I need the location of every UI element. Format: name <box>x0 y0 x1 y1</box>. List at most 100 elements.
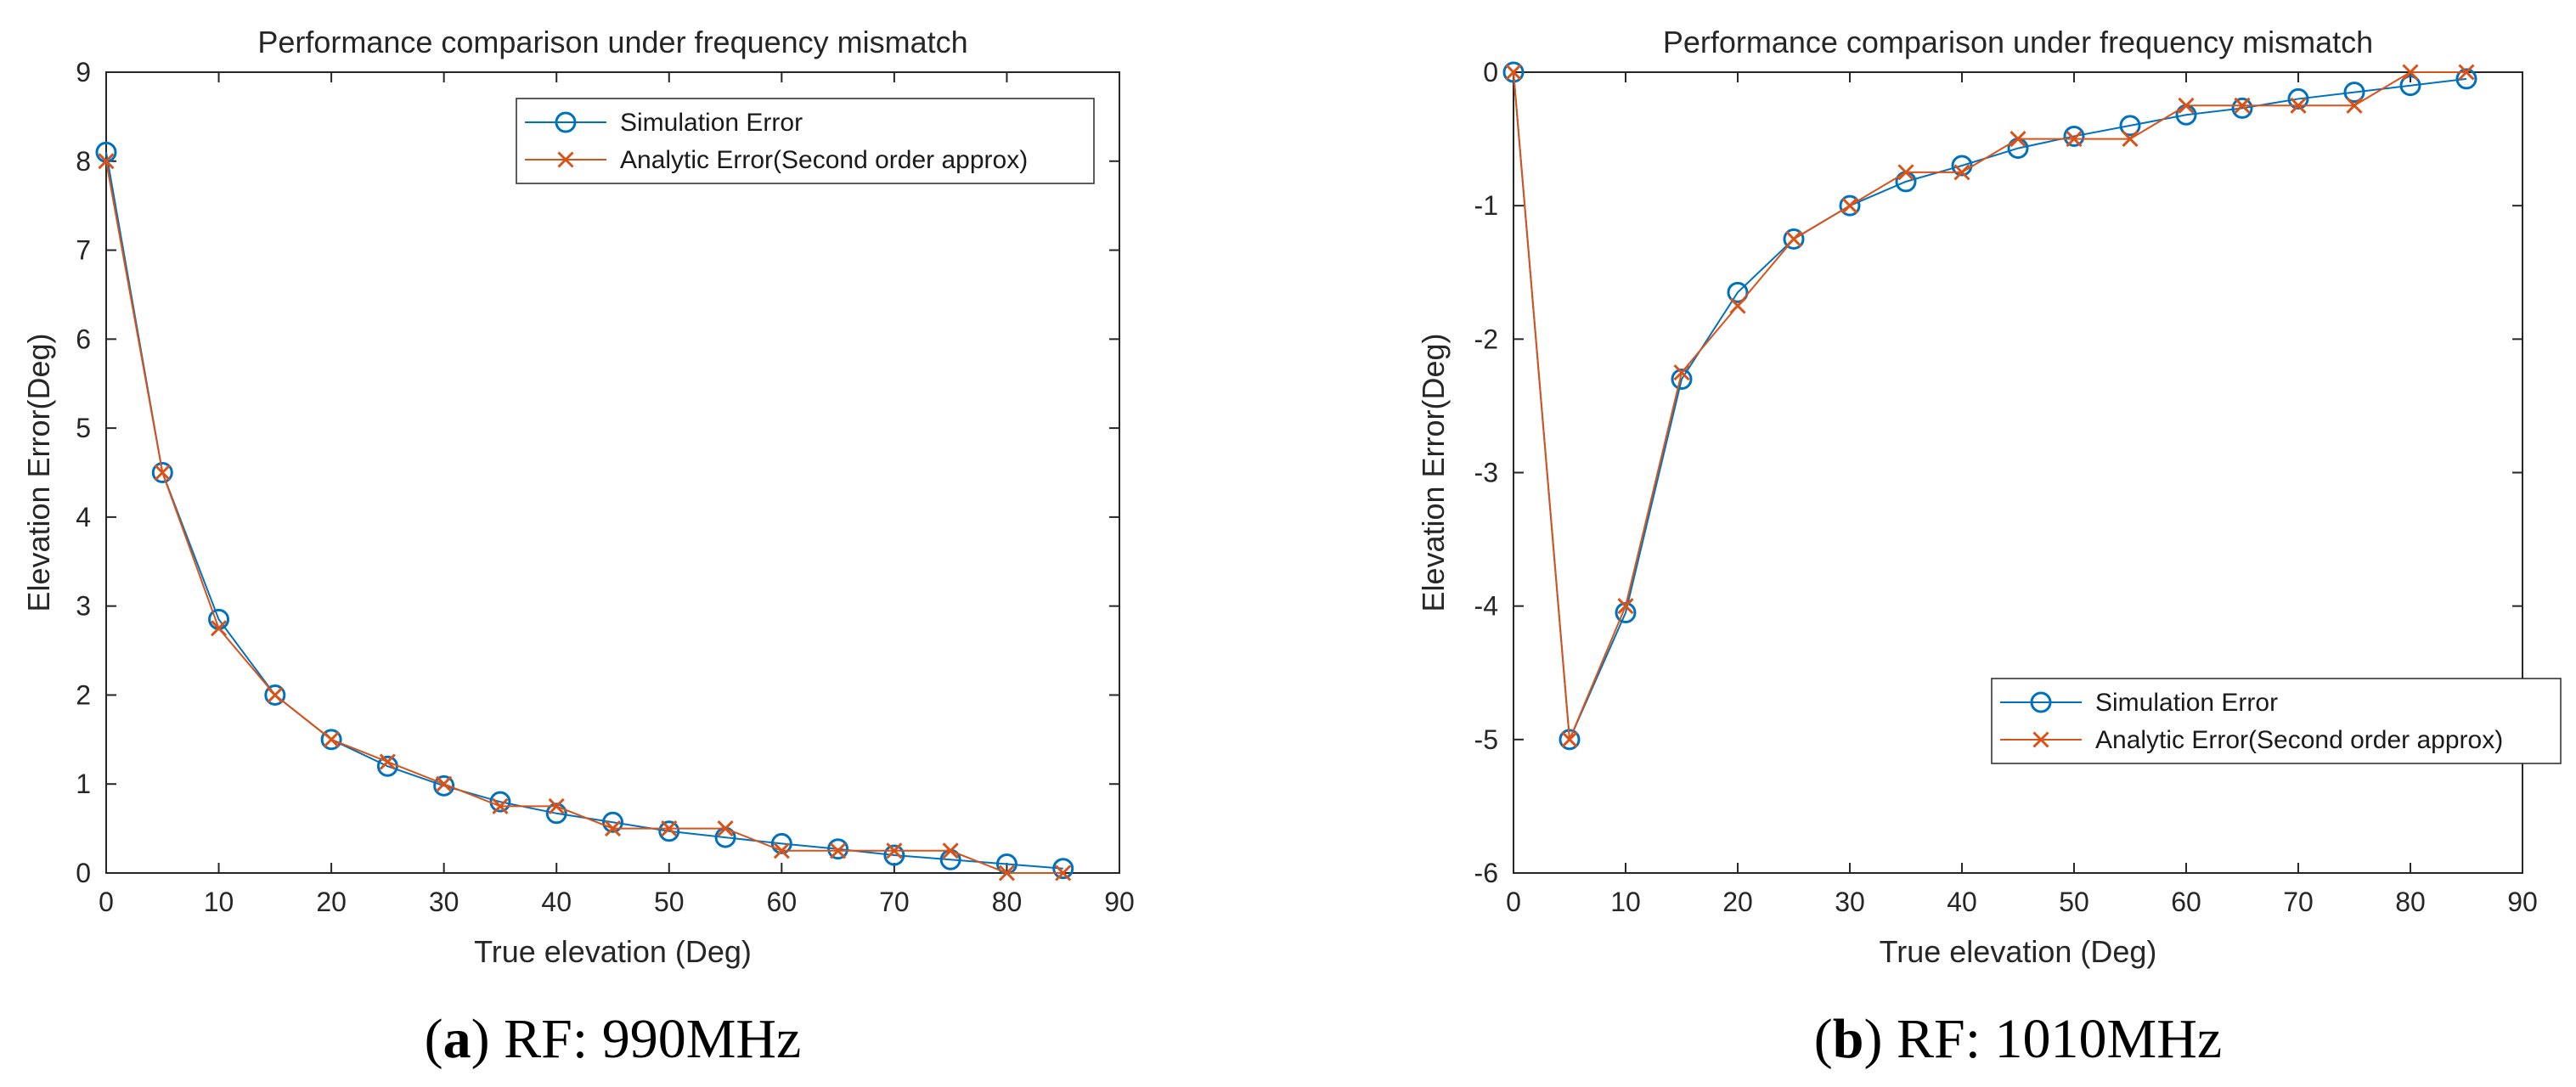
simulation-point <box>1951 155 1973 177</box>
series-b <box>1502 61 2477 751</box>
analytic-point <box>998 865 1016 881</box>
analytic-point-stroke-b <box>661 820 678 837</box>
analytic-point <box>1617 598 1634 615</box>
y-tick-label: 7 <box>76 235 91 266</box>
analytic-point <box>379 753 396 770</box>
x-tick-label: 0 <box>99 887 114 917</box>
analytic-point <box>1729 297 1746 314</box>
y-tick-label: 5 <box>76 413 91 443</box>
y-tick-label: -5 <box>1474 724 1498 755</box>
analytic-point-stroke-b <box>2458 64 2475 81</box>
simulation-point <box>2455 68 2477 90</box>
simulation-point <box>264 684 286 706</box>
y-tick-label: -4 <box>1474 591 1498 622</box>
analytic-point-stroke-b <box>492 797 509 814</box>
legend-marker-stroke-b <box>2032 731 2049 748</box>
analytic-point <box>1785 230 1802 248</box>
simulation-point <box>1727 281 1749 303</box>
x-tick-label: 90 <box>1104 887 1135 917</box>
x-tick-label: 0 <box>1506 887 1521 917</box>
analytic-point <box>2458 64 2475 81</box>
analytic-series-line <box>105 161 1063 874</box>
y-tick-label: -3 <box>1474 458 1498 488</box>
y-tick-label: 0 <box>76 858 91 888</box>
analytic-point-stroke-b <box>210 620 228 637</box>
simulation-point <box>2287 87 2309 110</box>
x-axis-label-b: True elevation (Deg) <box>1880 934 2157 969</box>
legend-marker <box>557 151 574 168</box>
simulation-point <box>2343 82 2365 104</box>
legend-symbol-simulation-b <box>2000 691 2082 713</box>
analytic-point-stroke-b <box>548 797 565 814</box>
analytic-point-stroke-b <box>2234 97 2251 114</box>
analytic-point <box>1505 64 1522 81</box>
analytic-point-stroke-b <box>1841 197 1858 214</box>
analytic-point <box>2122 131 2139 148</box>
ticks-a: 0 10 20 30 40 50 60 70 80 90 0 1 2 3 4 5 6 7 8 9 <box>76 57 1135 917</box>
legend-label-simulation-b: Simulation Error <box>2095 689 2278 717</box>
x-tick-label: 10 <box>1610 887 1641 917</box>
analytic-point-stroke-b <box>942 842 959 859</box>
caption-text-b: RF: 1010MHz <box>1897 1008 2222 1070</box>
analytic-point-stroke-b <box>2346 97 2363 114</box>
analytic-point-stroke-b <box>267 686 284 704</box>
x-tick-label: 20 <box>316 887 347 917</box>
x-tick-label: 60 <box>767 887 798 917</box>
simulation-point <box>545 803 567 825</box>
analytic-point-stroke-b <box>2178 97 2195 114</box>
analytic-point <box>2066 131 2083 148</box>
y-tick-label: -2 <box>1474 324 1498 354</box>
analytic-point <box>604 820 622 837</box>
analytic-point-stroke-b <box>2290 97 2307 114</box>
analytic-point <box>210 620 228 637</box>
analytic-point-stroke-b <box>1897 164 1914 181</box>
analytic-point <box>436 775 453 792</box>
series-a <box>95 141 1074 881</box>
analytic-point-stroke-b <box>154 464 171 482</box>
analytic-point-stroke-b <box>1729 297 1746 314</box>
simulation-point <box>1783 228 1805 250</box>
simulation-point <box>2399 75 2421 97</box>
simulation-point <box>320 729 342 751</box>
analytic-point <box>492 797 509 814</box>
analytic-point-stroke-b <box>2066 131 2083 148</box>
y-tick-label: -1 <box>1474 190 1498 221</box>
analytic-point-stroke-b <box>379 753 396 770</box>
legend-marker <box>2030 691 2052 713</box>
y-tick-label: 4 <box>76 502 91 532</box>
caption-a: (a) RF: 990MHz <box>425 1008 802 1070</box>
y-tick-label: 6 <box>76 324 91 354</box>
legend-box-a <box>516 98 1095 184</box>
analytic-point-stroke-b <box>1561 731 1578 748</box>
simulation-point <box>883 844 905 866</box>
legend-b: Simulation Error Analytic Error(Second o… <box>1991 678 2562 764</box>
caption-label-a: a <box>443 1008 471 1070</box>
caption-b: (b) RF: 1010MHz <box>1814 1008 2222 1070</box>
y-tick-label: 9 <box>76 57 91 87</box>
analytic-point <box>2178 97 2195 114</box>
chart-panel-a: Performance comparison under frequency m… <box>21 25 1135 1070</box>
y-tick-label: 1 <box>76 769 91 799</box>
simulation-point <box>2063 125 2085 147</box>
x-tick-label: 40 <box>1947 887 1977 917</box>
ticks-b: 0 10 20 30 40 50 60 70 80 90 -6 -5 -4 -3 -2 -1 0 <box>1474 57 2538 917</box>
legend-marker <box>555 111 577 133</box>
analytic-point <box>2402 64 2419 81</box>
analytic-series-line <box>1513 71 2466 741</box>
x-tick-label: 40 <box>541 887 572 917</box>
simulation-point <box>770 832 792 854</box>
x-tick-label: 70 <box>879 887 910 917</box>
x-tick-label: 80 <box>2395 887 2426 917</box>
legend-marker <box>2032 731 2049 748</box>
y-tick-label: 2 <box>76 679 91 710</box>
simulation-point <box>1839 194 1861 217</box>
analytic-point-stroke-b <box>773 842 790 859</box>
analytic-point <box>154 464 171 482</box>
analytic-point-stroke-b <box>323 731 340 748</box>
x-tick-label: 80 <box>992 887 1023 917</box>
analytic-point-stroke-b <box>998 865 1016 881</box>
y-axis-label-b: Elevation Error(Deg) <box>1416 333 1451 611</box>
simulation-point <box>1052 858 1074 880</box>
analytic-point <box>717 820 734 837</box>
